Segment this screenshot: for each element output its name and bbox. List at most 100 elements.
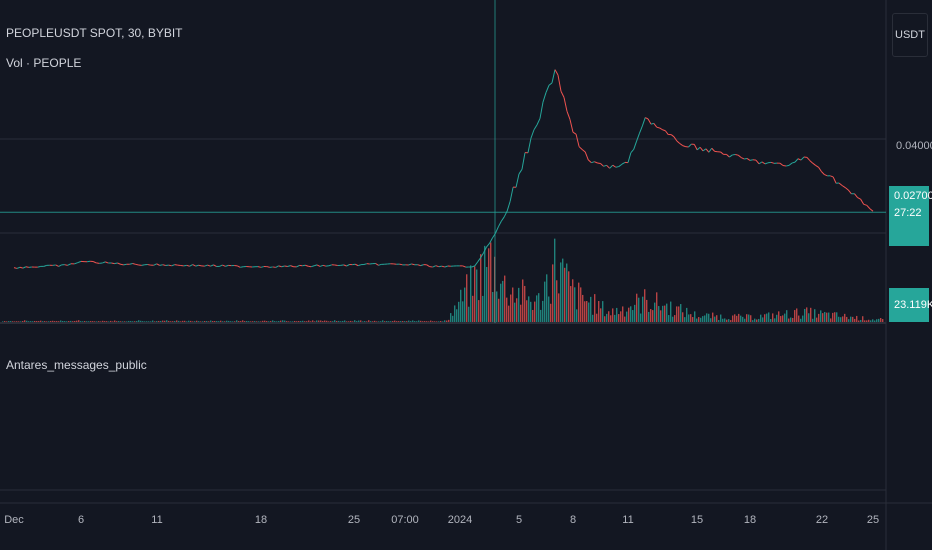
volume-bar [624, 316, 626, 322]
price-segment [111, 262, 115, 265]
price-segment [86, 260, 91, 263]
volume-bar [554, 238, 556, 322]
price-segment [500, 216, 505, 222]
volume-bar [12, 321, 14, 322]
volume-bar [818, 313, 820, 322]
volume-bar [524, 285, 526, 322]
volume-bar [728, 319, 730, 322]
time-axis-label: 25 [347, 514, 361, 526]
volume-bar [740, 315, 742, 322]
volume-bar [374, 320, 376, 322]
volume-bar [348, 321, 350, 322]
volume-bar [448, 319, 450, 322]
price-segment [659, 127, 663, 131]
volume-bar [244, 321, 246, 322]
volume-bar [266, 321, 268, 322]
symbol-title[interactable]: PEOPLEUSDT SPOT, 30, BYBIT [6, 26, 183, 40]
volume-bar [62, 321, 64, 322]
volume-bar [138, 320, 140, 322]
volume-bar [388, 321, 390, 322]
volume-bar [136, 321, 138, 322]
volume-bar [166, 320, 168, 322]
time-axis-label: 18 [743, 514, 757, 526]
volume-bar [634, 304, 636, 322]
volume-bar [464, 287, 466, 322]
price-segment [539, 101, 544, 119]
volume-bar [866, 320, 868, 322]
volume-bar [52, 320, 54, 322]
volume-bar [858, 320, 860, 322]
volume-bar [692, 317, 694, 322]
volume-bar [174, 321, 176, 322]
price-segment [609, 164, 614, 169]
volume-bar [446, 320, 448, 322]
volume-bar [128, 320, 130, 322]
price-segment [147, 264, 151, 266]
volume-bar [670, 301, 672, 322]
price-segment [575, 134, 580, 147]
volume-bar [72, 321, 74, 322]
volume-bar [518, 287, 520, 322]
volume-bar [556, 280, 558, 322]
volume-bar [230, 321, 232, 322]
volume-bar [256, 321, 258, 322]
volume-bar [528, 296, 530, 322]
volume-bar [356, 321, 358, 322]
volume-bar [334, 320, 336, 322]
countdown-timer: 27:22 [894, 207, 922, 219]
volume-bar [652, 310, 654, 322]
volume-bar [28, 321, 30, 322]
price-segment [818, 167, 822, 172]
volume-bar [216, 321, 218, 322]
volume-bar [92, 321, 94, 322]
volume-bar [746, 314, 748, 322]
volume-indicator-label[interactable]: Vol · PEOPLE [6, 56, 82, 70]
volume-bar [26, 320, 28, 322]
price-segment [797, 158, 802, 161]
price-segment [702, 148, 707, 152]
price-series [13, 69, 874, 269]
price-segment [462, 265, 466, 268]
volume-bar [640, 313, 642, 322]
volume-bar [438, 321, 440, 322]
price-segment [311, 265, 315, 268]
volume-bar [332, 321, 334, 322]
volume-bar [240, 321, 242, 322]
volume-bar [828, 312, 830, 322]
volume-bar [150, 321, 152, 322]
volume-bar [582, 294, 584, 322]
volume-bar [158, 320, 160, 322]
price-segment [474, 261, 479, 267]
currency-button[interactable]: USDT [892, 13, 928, 57]
volume-bar [272, 320, 274, 322]
volume-bar [288, 321, 290, 322]
price-segment [486, 243, 490, 248]
price-segment [204, 264, 208, 267]
price-segment [563, 97, 568, 112]
volume-bar [362, 321, 364, 322]
volume-bar [608, 311, 610, 322]
volume-bar [826, 312, 828, 322]
price-segment [408, 263, 412, 266]
volume-bar [626, 311, 628, 322]
price-segment [518, 169, 523, 175]
volume-bar [628, 307, 630, 322]
volume-bar [304, 321, 306, 322]
volume-bar [214, 321, 216, 322]
volume-bar [292, 321, 294, 322]
volume-bar [32, 321, 34, 322]
volume-bar [786, 310, 788, 322]
volume-bar [764, 314, 766, 322]
price-segment [240, 266, 244, 268]
volume-bar [440, 321, 442, 322]
volume-bar [394, 320, 396, 322]
price-segment [653, 123, 658, 128]
volume-bar [160, 320, 162, 322]
indicator-pane-label[interactable]: Antares_messages_public [6, 358, 147, 372]
price-segment [489, 237, 493, 244]
volume-bar [470, 265, 472, 322]
volume-bar [778, 311, 780, 322]
volume-bar [74, 321, 76, 322]
price-segment [281, 265, 285, 268]
